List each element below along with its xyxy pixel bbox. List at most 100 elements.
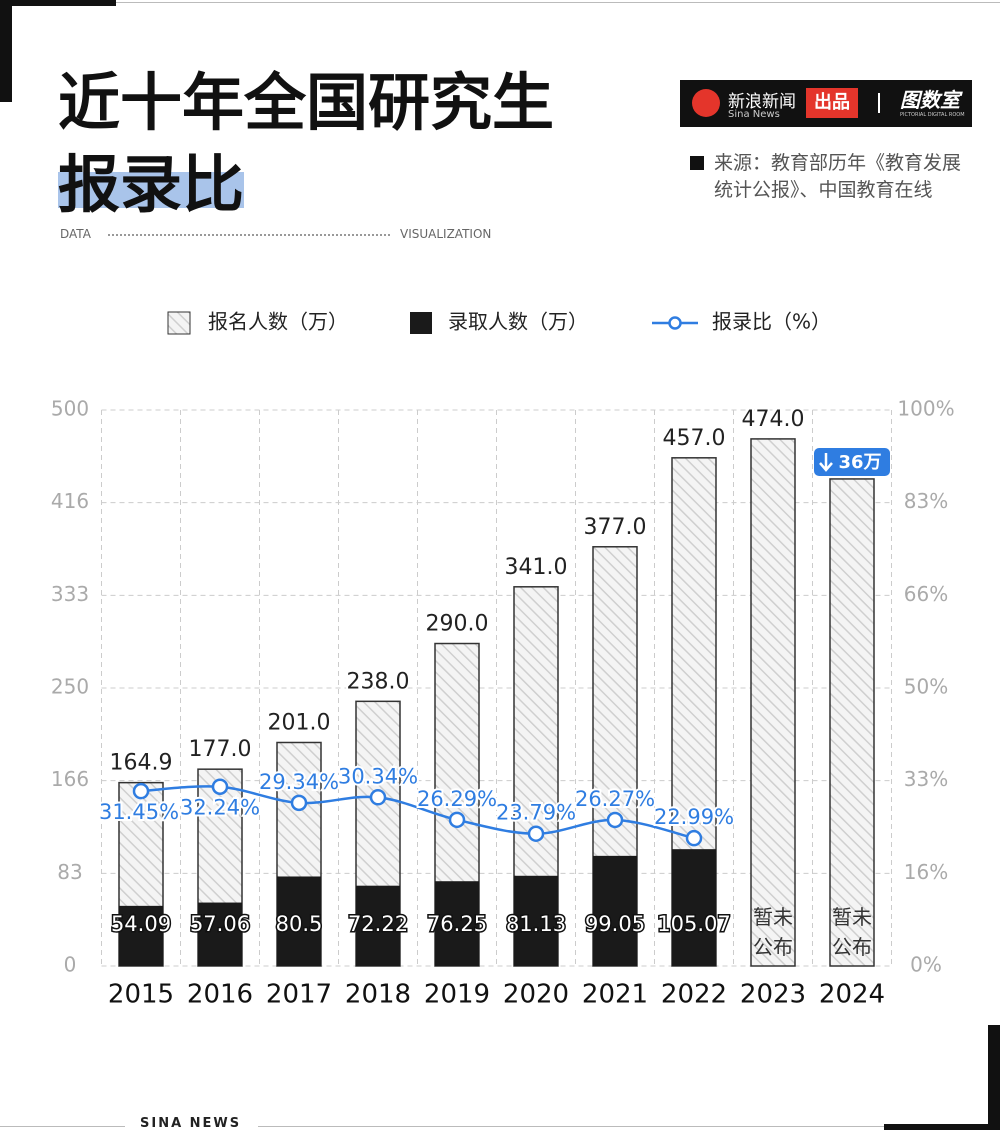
data-label: 57.06 [190, 912, 250, 936]
line-point [527, 825, 545, 842]
corner [884, 1124, 1000, 1130]
bar [829, 478, 875, 967]
data-label: 30.34% [338, 764, 418, 788]
y2-tick-label: 100% [897, 397, 954, 421]
legend-swatch [410, 312, 432, 334]
data-label: 201.0 [268, 710, 331, 735]
tagline-rule [108, 234, 390, 236]
bar [198, 902, 242, 966]
frame [258, 1126, 884, 1127]
y-tick-label: 166 [51, 767, 89, 791]
line-point [211, 778, 229, 795]
y2-tick-label: 33% [904, 767, 948, 791]
bar [277, 876, 321, 966]
bar [514, 875, 558, 966]
corner [0, 0, 12, 102]
data-label: 29.34% [259, 770, 339, 794]
corner [988, 1025, 1000, 1130]
line-point [685, 829, 703, 847]
partner-sub: PICTORIAL DIGITAL ROOM [900, 112, 965, 118]
data-label: 238.0 [347, 669, 410, 694]
data-label: 81.13 [506, 912, 566, 936]
y2-tick-label: 50% [904, 675, 948, 699]
brand: 新浪新闻 [728, 92, 796, 112]
logo [692, 89, 720, 117]
annotation: 暂未公布 [753, 905, 793, 959]
x-tick-label: 2021 [582, 980, 648, 1010]
data-label: 22.99% [654, 805, 734, 829]
divider [878, 93, 880, 113]
tagline: DATA [60, 227, 91, 241]
frame [116, 2, 1000, 3]
brand-tag: 出品 [806, 88, 858, 118]
data-label: 164.9 [110, 751, 173, 776]
data-label: 80.5 [276, 912, 323, 936]
x-tick-label: 2022 [661, 980, 727, 1010]
legend-swatch [668, 316, 682, 330]
annotation-box [814, 448, 890, 476]
brand-sub: Sina News [728, 109, 780, 120]
annotation-arrow [819, 453, 833, 472]
legend-swatch [167, 311, 191, 335]
data-label: 32.24% [180, 796, 260, 820]
data-label: 377.0 [584, 515, 647, 540]
data-label: 54.09 [111, 912, 171, 936]
legend-label: 报名人数（万） [208, 310, 348, 334]
data-label: 341.0 [505, 555, 568, 580]
x-tick-label: 2016 [187, 980, 253, 1010]
x-tick-label: 2019 [424, 980, 490, 1010]
brand-box: 新浪新闻 Sina News 出品 图数室 PICTORIAL DIGITAL … [680, 80, 972, 127]
annotation: 暂未公布 [832, 905, 872, 959]
data-label: 105.07 [657, 912, 730, 936]
line-point [448, 811, 466, 829]
bar [119, 905, 163, 966]
bar [750, 438, 796, 967]
y-tick-label: 333 [51, 582, 89, 606]
y-tick-label: 0 [64, 953, 77, 977]
source-mark [690, 156, 704, 170]
x-tick-label: 2020 [503, 980, 569, 1010]
tagline: VISUALIZATION [400, 227, 492, 241]
bar [593, 855, 637, 966]
data-label: 474.0 [742, 407, 805, 432]
data-label: 72.22 [348, 912, 408, 936]
y-tick-label: 83 [57, 860, 82, 884]
partner: 图数室 [900, 88, 960, 112]
y2-tick-label: 0% [910, 953, 942, 977]
chart-title: 近十年全国研究生报录比 [58, 66, 555, 221]
y-tick-label: 250 [51, 675, 89, 699]
y2-tick-label: 83% [904, 489, 948, 513]
data-label: 290.0 [426, 612, 489, 637]
source: 来源：教育部历年《教育发展统计公报》、中国教育在线 [714, 152, 962, 201]
data-label: 23.79% [496, 801, 576, 825]
bar [672, 849, 716, 966]
data-label: 99.05 [585, 912, 645, 936]
data-label: 31.45% [99, 800, 179, 824]
line-point [606, 811, 624, 829]
title-highlight [58, 172, 244, 208]
legend-label: 报录比（%） [712, 310, 831, 334]
y-tick-label: 500 [51, 397, 89, 421]
line-point [290, 794, 308, 812]
x-tick-label: 2017 [266, 980, 332, 1010]
data-label: 177.0 [189, 737, 252, 762]
legend-label: 录取人数（万） [448, 310, 588, 334]
data-label: 76.25 [427, 912, 487, 936]
frame [0, 1126, 125, 1127]
annotation: 36万 [838, 452, 881, 473]
data-label: 26.29% [417, 787, 497, 811]
x-tick-label: 2015 [108, 980, 174, 1010]
line-point [132, 782, 150, 800]
y2-tick-label: 66% [904, 582, 948, 606]
x-tick-label: 2023 [740, 980, 806, 1010]
x-tick-label: 2024 [819, 980, 885, 1010]
y-tick-label: 416 [51, 489, 89, 513]
data-label: 457.0 [663, 426, 726, 451]
bar [356, 885, 400, 966]
y2-tick-label: 16% [904, 860, 948, 884]
x-tick-label: 2018 [345, 980, 411, 1010]
data-label: 26.27% [575, 787, 655, 811]
footer: SINA NEWS [140, 1116, 242, 1130]
